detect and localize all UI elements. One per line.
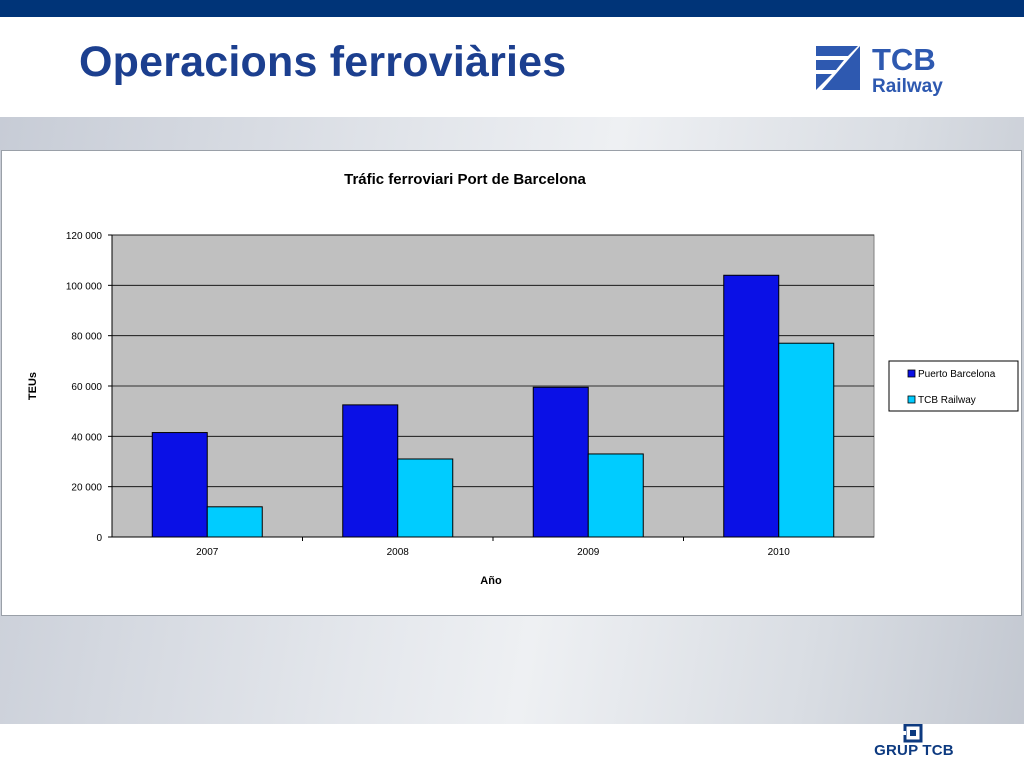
legend-swatch-puerto-barcelona xyxy=(907,369,916,378)
bars xyxy=(151,274,835,538)
x-tick-label: 2007 xyxy=(196,547,219,558)
legend-label-puerto-barcelona: Puerto Barcelona xyxy=(918,369,996,380)
legend-swatch-tcb-railway xyxy=(907,395,916,404)
bar-puerto-barcelona-2010 xyxy=(723,274,780,538)
chart-frame: Tráfic ferroviari Port de Barcelona 0 20 … xyxy=(1,150,1022,616)
x-axis-ticks: 2007 2008 2009 2010 xyxy=(196,537,790,558)
x-axis-label: Año xyxy=(480,575,502,587)
tcb-railway-logo: TCB Railway xyxy=(816,42,943,96)
x-tick-label: 2008 xyxy=(387,547,410,558)
svg-text:TCB: TCB xyxy=(872,42,936,77)
bar-puerto-barcelona-2008 xyxy=(342,404,399,538)
y-tick-label: 80 000 xyxy=(71,332,102,343)
y-axis-ticks: 0 20 000 40 000 60 000 80 000 100 000 120 000 xyxy=(66,231,112,544)
x-tick-label: 2009 xyxy=(577,547,600,558)
x-tick-label: 2010 xyxy=(768,547,791,558)
y-axis-label: TEUs xyxy=(27,372,39,400)
bar-tcb-railway-2008 xyxy=(397,458,454,538)
y-tick-label: 100 000 xyxy=(66,281,103,292)
y-tick-label: 40 000 xyxy=(71,432,102,443)
y-tick-label: 20 000 xyxy=(71,483,102,494)
top-bar xyxy=(0,0,1024,17)
slide-title: Operacions ferroviàries xyxy=(79,38,567,86)
bar-chart: Tráfic ferroviari Port de Barcelona 0 20 … xyxy=(27,171,1019,587)
bar-tcb-railway-2007 xyxy=(206,506,263,538)
bar-tcb-railway-2010 xyxy=(778,342,835,538)
bar-puerto-barcelona-2009 xyxy=(532,386,589,538)
chart-title: Tráfic ferroviari Port de Barcelona xyxy=(344,171,586,188)
bar-puerto-barcelona-2007 xyxy=(151,432,208,538)
grup-tcb-logo xyxy=(901,724,923,743)
svg-text:Railway: Railway xyxy=(872,76,943,96)
bar-tcb-railway-2009 xyxy=(587,453,644,538)
legend-label-tcb-railway: TCB Railway xyxy=(918,395,976,406)
y-tick-label: 60 000 xyxy=(71,382,102,393)
grup-tcb-logo-text: GRUP TCB xyxy=(874,742,954,759)
y-tick-label: 0 xyxy=(96,533,102,544)
y-tick-label: 120 000 xyxy=(66,231,103,242)
legend: Puerto Barcelona TCB Railway xyxy=(888,360,1019,412)
